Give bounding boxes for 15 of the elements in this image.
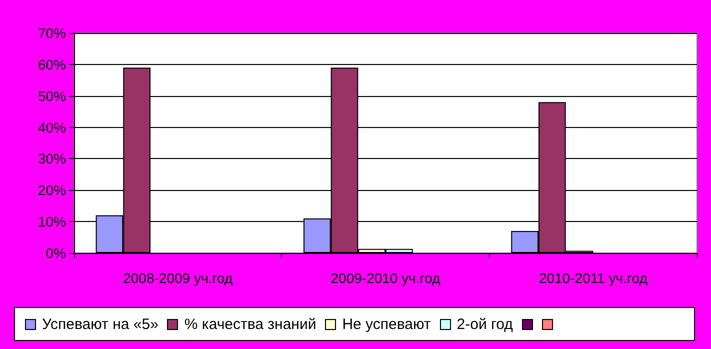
- y-tick-label: 60%: [38, 56, 66, 72]
- y-tick-label: 40%: [38, 119, 66, 136]
- x-tick-label: 2010-2011 уч.год: [538, 270, 648, 286]
- legend-label: Не успевают: [342, 316, 431, 332]
- y-tick-label: 50%: [38, 88, 66, 104]
- legend-label: % качества знаний: [184, 316, 316, 332]
- x-tick-label: 2008-2009 уч.год: [123, 270, 233, 286]
- y-tick-label: 10%: [38, 214, 66, 230]
- y-tick-label: 30%: [38, 150, 66, 167]
- y-tick-label: 20%: [38, 182, 66, 198]
- y-tick-label: 70%: [38, 25, 66, 41]
- y-tick-label: 0%: [46, 245, 66, 261]
- legend-label: Успевают на «5»: [42, 316, 158, 332]
- legend-label: 2-ой год: [456, 316, 513, 332]
- x-tick-label: 2009-2010 уч.год: [330, 270, 440, 286]
